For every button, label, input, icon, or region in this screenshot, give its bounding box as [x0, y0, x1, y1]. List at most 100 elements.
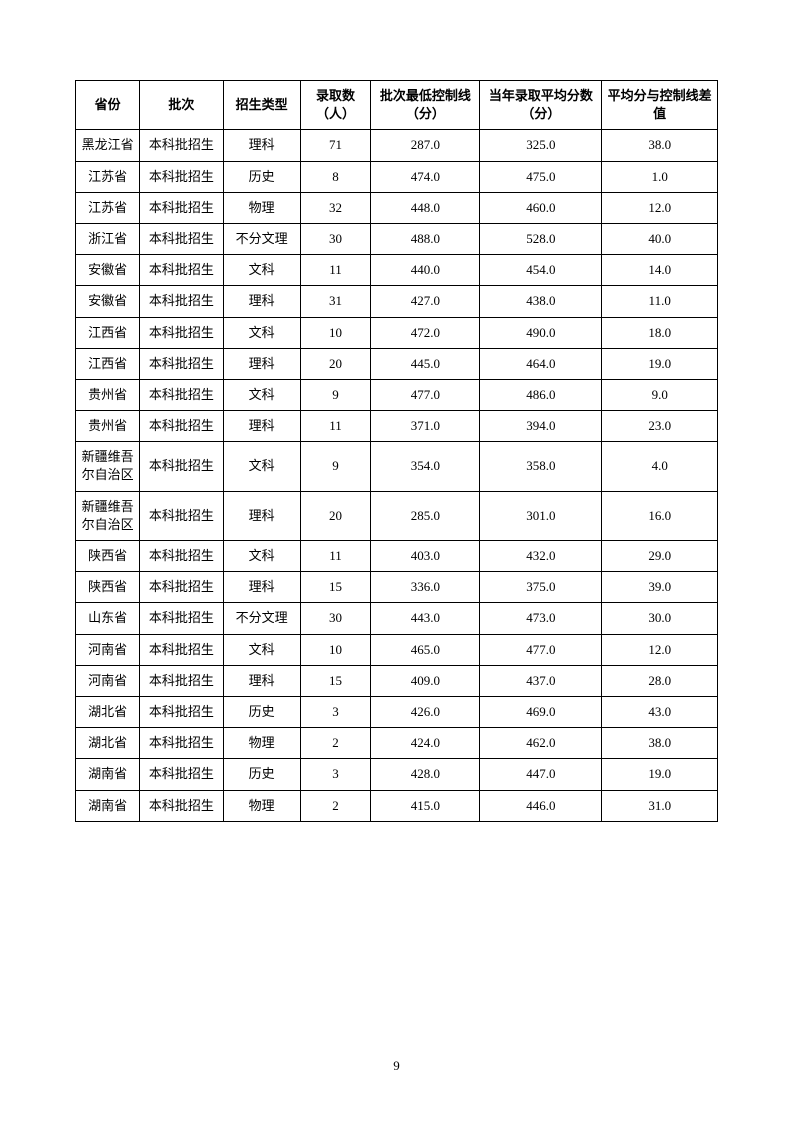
table-cell: 文科: [223, 442, 300, 491]
admission-table: 省份 批次 招生类型 录取数（人） 批次最低控制线（分） 当年录取平均分数（分）…: [75, 80, 718, 822]
table-cell: 446.0: [480, 790, 602, 821]
table-cell: 历史: [223, 696, 300, 727]
table-cell: 488.0: [371, 223, 480, 254]
table-cell: 物理: [223, 192, 300, 223]
table-cell: 本科批招生: [140, 603, 223, 634]
table-cell: 43.0: [602, 696, 718, 727]
table-cell: 历史: [223, 759, 300, 790]
table-cell: 本科批招生: [140, 572, 223, 603]
table-cell: 贵州省: [76, 379, 140, 410]
col-batch: 批次: [140, 81, 223, 130]
table-cell: 427.0: [371, 286, 480, 317]
table-cell: 9.0: [602, 379, 718, 410]
table-row: 安徽省本科批招生理科31427.0438.011.0: [76, 286, 718, 317]
col-count: 录取数（人）: [300, 81, 371, 130]
table-cell: 本科批招生: [140, 790, 223, 821]
table-row: 湖北省本科批招生历史3426.0469.043.0: [76, 696, 718, 727]
table-cell: 9: [300, 442, 371, 491]
table-cell: 文科: [223, 541, 300, 572]
table-cell: 432.0: [480, 541, 602, 572]
table-cell: 3: [300, 696, 371, 727]
table-cell: 336.0: [371, 572, 480, 603]
table-cell: 理科: [223, 286, 300, 317]
table-cell: 浙江省: [76, 223, 140, 254]
table-cell: 安徽省: [76, 255, 140, 286]
table-cell: 31: [300, 286, 371, 317]
table-cell: 285.0: [371, 491, 480, 540]
table-cell: 理科: [223, 572, 300, 603]
table-cell: 江苏省: [76, 192, 140, 223]
table-cell: 文科: [223, 255, 300, 286]
table-cell: 465.0: [371, 634, 480, 665]
table-cell: 11: [300, 255, 371, 286]
table-cell: 河南省: [76, 634, 140, 665]
table-cell: 文科: [223, 634, 300, 665]
table-cell: 477.0: [371, 379, 480, 410]
page-number: 9: [0, 1058, 793, 1074]
table-cell: 20: [300, 491, 371, 540]
table-cell: 理科: [223, 348, 300, 379]
table-cell: 理科: [223, 411, 300, 442]
table-row: 贵州省本科批招生文科9477.0486.09.0: [76, 379, 718, 410]
table-cell: 本科批招生: [140, 411, 223, 442]
table-cell: 理科: [223, 665, 300, 696]
table-cell: 河南省: [76, 665, 140, 696]
table-cell: 38.0: [602, 130, 718, 161]
table-row: 江苏省本科批招生物理32448.0460.012.0: [76, 192, 718, 223]
table-row: 湖北省本科批招生物理2424.0462.038.0: [76, 728, 718, 759]
table-cell: 440.0: [371, 255, 480, 286]
table-cell: 20: [300, 348, 371, 379]
table-cell: 江西省: [76, 348, 140, 379]
table-row: 湖南省本科批招生历史3428.0447.019.0: [76, 759, 718, 790]
table-cell: 38.0: [602, 728, 718, 759]
table-cell: 15: [300, 572, 371, 603]
table-cell: 403.0: [371, 541, 480, 572]
table-cell: 11.0: [602, 286, 718, 317]
table-cell: 438.0: [480, 286, 602, 317]
table-cell: 31.0: [602, 790, 718, 821]
table-cell: 464.0: [480, 348, 602, 379]
col-diff: 平均分与控制线差值: [602, 81, 718, 130]
table-cell: 19.0: [602, 348, 718, 379]
table-cell: 469.0: [480, 696, 602, 727]
table-row: 江苏省本科批招生历史8474.0475.01.0: [76, 161, 718, 192]
table-cell: 490.0: [480, 317, 602, 348]
table-cell: 本科批招生: [140, 728, 223, 759]
table-cell: 325.0: [480, 130, 602, 161]
table-cell: 历史: [223, 161, 300, 192]
table-cell: 14.0: [602, 255, 718, 286]
table-cell: 本科批招生: [140, 192, 223, 223]
table-cell: 354.0: [371, 442, 480, 491]
table-cell: 29.0: [602, 541, 718, 572]
table-row: 河南省本科批招生文科10465.0477.012.0: [76, 634, 718, 665]
table-cell: 424.0: [371, 728, 480, 759]
table-cell: 本科批招生: [140, 379, 223, 410]
table-cell: 安徽省: [76, 286, 140, 317]
table-row: 陕西省本科批招生文科11403.0432.029.0: [76, 541, 718, 572]
table-cell: 448.0: [371, 192, 480, 223]
table-row: 安徽省本科批招生文科11440.0454.014.0: [76, 255, 718, 286]
table-cell: 11: [300, 411, 371, 442]
table-cell: 301.0: [480, 491, 602, 540]
table-cell: 32: [300, 192, 371, 223]
table-cell: 湖北省: [76, 728, 140, 759]
table-cell: 472.0: [371, 317, 480, 348]
table-cell: 新疆维吾尔自治区: [76, 491, 140, 540]
table-row: 江西省本科批招生文科10472.0490.018.0: [76, 317, 718, 348]
table-cell: 10: [300, 317, 371, 348]
table-cell: 23.0: [602, 411, 718, 442]
table-cell: 理科: [223, 491, 300, 540]
table-row: 陕西省本科批招生理科15336.0375.039.0: [76, 572, 718, 603]
table-cell: 8: [300, 161, 371, 192]
table-cell: 文科: [223, 379, 300, 410]
table-cell: 447.0: [480, 759, 602, 790]
table-row: 浙江省本科批招生不分文理30488.0528.040.0: [76, 223, 718, 254]
table-cell: 474.0: [371, 161, 480, 192]
table-row: 山东省本科批招生不分文理30443.0473.030.0: [76, 603, 718, 634]
col-province: 省份: [76, 81, 140, 130]
table-cell: 物理: [223, 790, 300, 821]
table-cell: 陕西省: [76, 541, 140, 572]
table-cell: 江西省: [76, 317, 140, 348]
col-minline: 批次最低控制线（分）: [371, 81, 480, 130]
table-cell: 理科: [223, 130, 300, 161]
